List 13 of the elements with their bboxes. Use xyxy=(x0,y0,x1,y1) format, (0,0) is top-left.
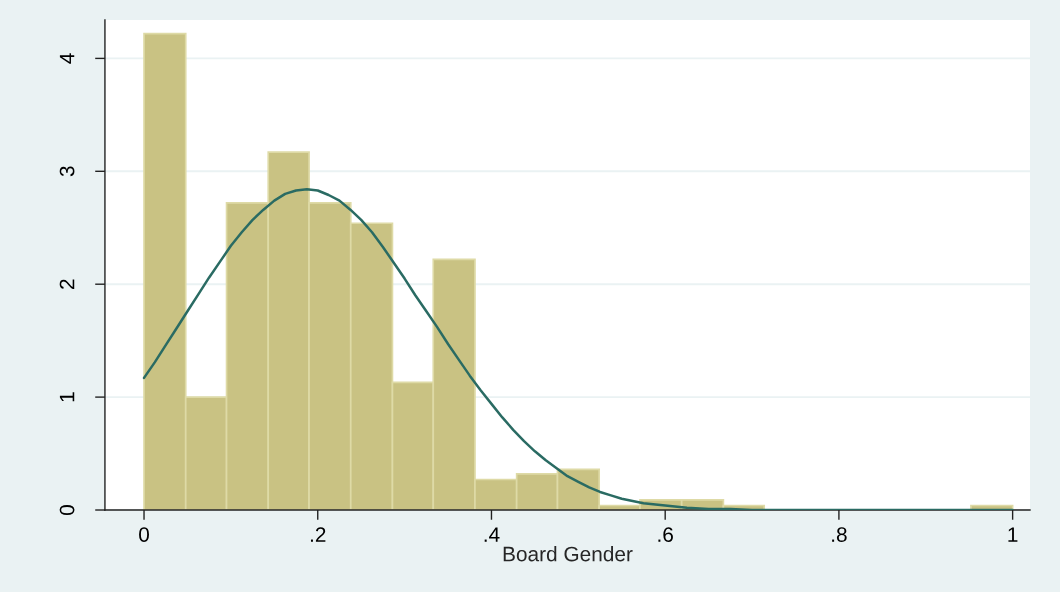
x-tick-label: .4 xyxy=(484,527,500,542)
y-tick-label: 1 xyxy=(59,392,75,402)
y-tick-label: 2 xyxy=(59,279,75,289)
x-tick-label: 0 xyxy=(139,527,150,542)
x-tick-label: .2 xyxy=(310,527,326,542)
y-tick-label: 4 xyxy=(59,53,75,64)
x-tick-label: .8 xyxy=(832,527,847,542)
line-series xyxy=(142,188,1014,511)
x-tick-label: 1 xyxy=(1008,527,1018,542)
y-tick-label: 3 xyxy=(59,166,75,177)
y-tick-label: 0 xyxy=(59,505,75,515)
x-tick-label: .6 xyxy=(658,527,673,542)
x-axis-title: Board Gender xyxy=(503,546,633,562)
